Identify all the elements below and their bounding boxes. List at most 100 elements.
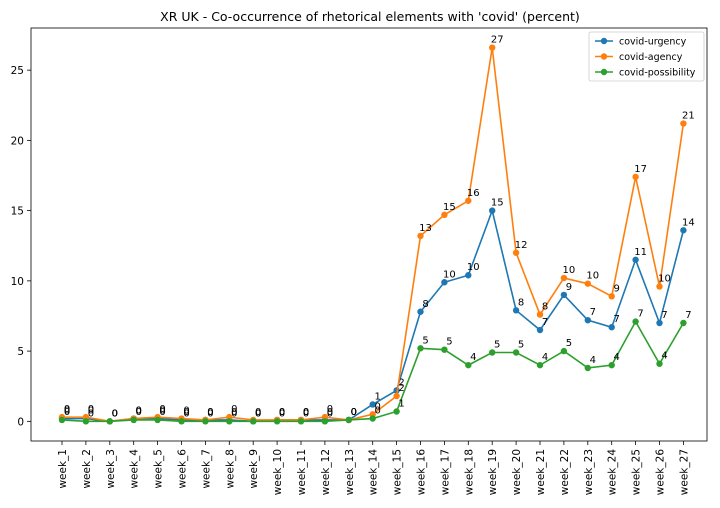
data-label: 0: [279, 407, 285, 418]
chart-title: XR UK - Co-occurrence of rhetorical elem…: [160, 9, 580, 24]
data-point: [560, 347, 568, 355]
data-label: 5: [518, 340, 524, 351]
data-point: [489, 207, 496, 214]
x-tick-label: week_1: [57, 449, 69, 489]
data-point: [345, 416, 352, 424]
data-label: 10: [443, 269, 456, 280]
data-label: 0: [255, 408, 261, 419]
x-tick-label: week_4: [129, 449, 141, 489]
data-point: [226, 418, 233, 425]
data-point: [656, 283, 663, 290]
data-label: 16: [467, 188, 480, 199]
data-label: 0: [64, 406, 70, 417]
data-label: 0: [351, 407, 357, 418]
data-label: 7: [590, 307, 596, 318]
data-label: 0: [159, 404, 165, 415]
data-point: [584, 364, 591, 372]
x-tick-label: week_24: [607, 449, 619, 496]
data-point: [680, 319, 687, 327]
data-label: 0: [231, 408, 237, 419]
data-point: [536, 361, 544, 369]
data-label: 15: [443, 202, 456, 213]
x-tick-label: week_20: [511, 449, 523, 495]
data-point: [584, 280, 591, 287]
data-label: 0: [207, 407, 213, 418]
data-point: [250, 418, 257, 425]
data-label: 0: [207, 407, 213, 418]
data-label: 0: [159, 406, 165, 417]
data-label: 9: [566, 282, 572, 293]
data-point: [608, 293, 615, 300]
data-label: 0: [112, 408, 118, 419]
x-tick-label: week_10: [272, 449, 284, 495]
x-tick-label: week_25: [631, 449, 643, 495]
data-label: 7: [637, 309, 643, 320]
data-point: [297, 418, 305, 425]
data-label: 8: [422, 299, 428, 310]
data-point: [632, 318, 639, 325]
legend-marker-covid-possibility: [600, 68, 608, 76]
data-label: 0: [64, 404, 70, 415]
data-label: 14: [682, 217, 695, 228]
data-point: [82, 418, 90, 425]
data-label: 12: [515, 240, 528, 251]
axes-frame: [30, 27, 708, 442]
data-label: 0: [136, 407, 142, 418]
data-label: 27: [491, 35, 504, 46]
data-point: [393, 408, 400, 415]
data-label: 0: [183, 407, 189, 418]
data-point: [560, 274, 568, 282]
data-label: 10: [658, 273, 671, 284]
data-label: 0: [303, 407, 309, 418]
legend-label: covid-possibility: [619, 68, 696, 79]
y-tick-label: 10: [11, 276, 24, 288]
data-point: [489, 44, 496, 51]
y-tick-label: 25: [11, 65, 24, 77]
data-label: 0: [88, 406, 94, 417]
data-point: [369, 415, 376, 422]
data-label: 4: [542, 352, 548, 363]
data-label: 0: [327, 408, 333, 419]
data-label: 0: [327, 404, 333, 415]
data-label: 7: [542, 317, 548, 328]
data-point: [536, 326, 544, 334]
data-point: [369, 401, 376, 408]
data-label: 5: [494, 340, 500, 351]
data-point: [441, 346, 448, 353]
data-label: 11: [634, 247, 647, 258]
x-tick-label: week_12: [320, 449, 332, 495]
data-point: [632, 173, 639, 181]
legend-marker-covid-agency: [600, 53, 608, 60]
data-point: [465, 197, 472, 204]
data-point: [273, 418, 281, 425]
data-point: [512, 249, 520, 256]
data-label: 4: [470, 352, 476, 363]
legend-label: covid-agency: [619, 52, 683, 63]
data-label: 0: [327, 407, 333, 418]
data-label: 2: [398, 377, 404, 388]
x-tick-label: week_17: [439, 449, 451, 495]
data-point: [680, 120, 687, 127]
data-label: 0: [375, 401, 381, 412]
data-label: 13: [419, 223, 432, 234]
data-label: 0: [231, 407, 237, 418]
x-tick-label: week_18: [463, 449, 475, 495]
x-tick-label: week_5: [153, 449, 165, 489]
data-point: [608, 324, 615, 331]
data-point: [584, 316, 591, 324]
data-label: 1: [398, 399, 404, 410]
data-point: [130, 416, 137, 424]
y-tick-label: 20: [11, 135, 24, 147]
data-label: 1: [375, 391, 381, 402]
x-tick-label: week_19: [487, 449, 499, 495]
x-tick-label: week_21: [535, 449, 547, 495]
data-label: 8: [518, 297, 524, 308]
data-point: [393, 392, 400, 400]
data-label: 4: [590, 355, 596, 366]
data-point: [656, 319, 663, 327]
x-tick-label: week_8: [224, 449, 236, 489]
data-label: 10: [586, 271, 599, 282]
data-label: 0: [136, 406, 142, 417]
data-label: 0: [375, 406, 381, 417]
